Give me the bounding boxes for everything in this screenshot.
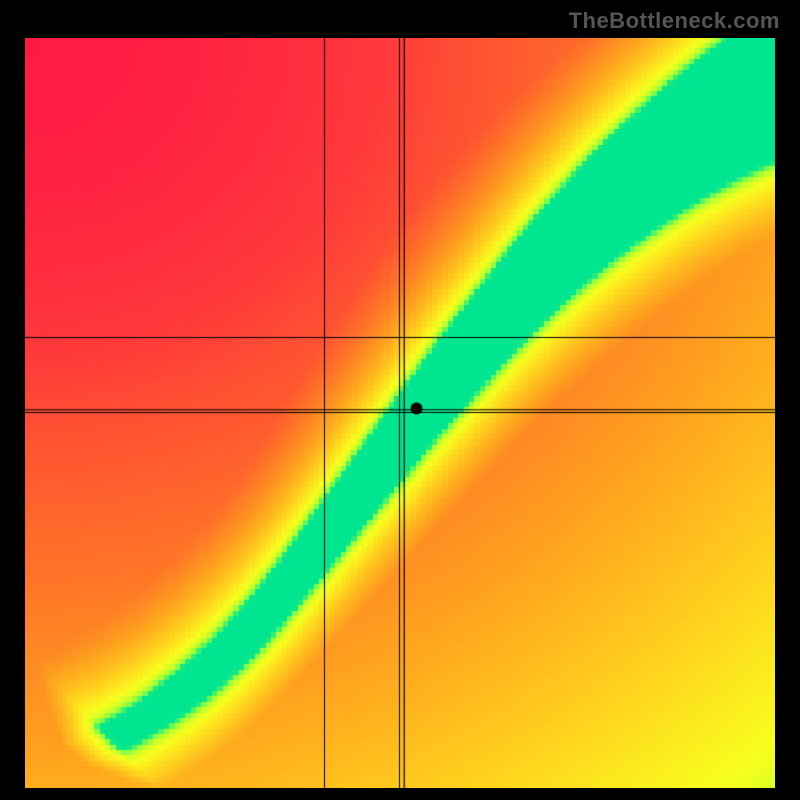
watermark-text: TheBottleneck.com: [0, 0, 800, 38]
bottleneck-heatmap: [25, 38, 775, 788]
heatmap-canvas: [25, 38, 775, 788]
